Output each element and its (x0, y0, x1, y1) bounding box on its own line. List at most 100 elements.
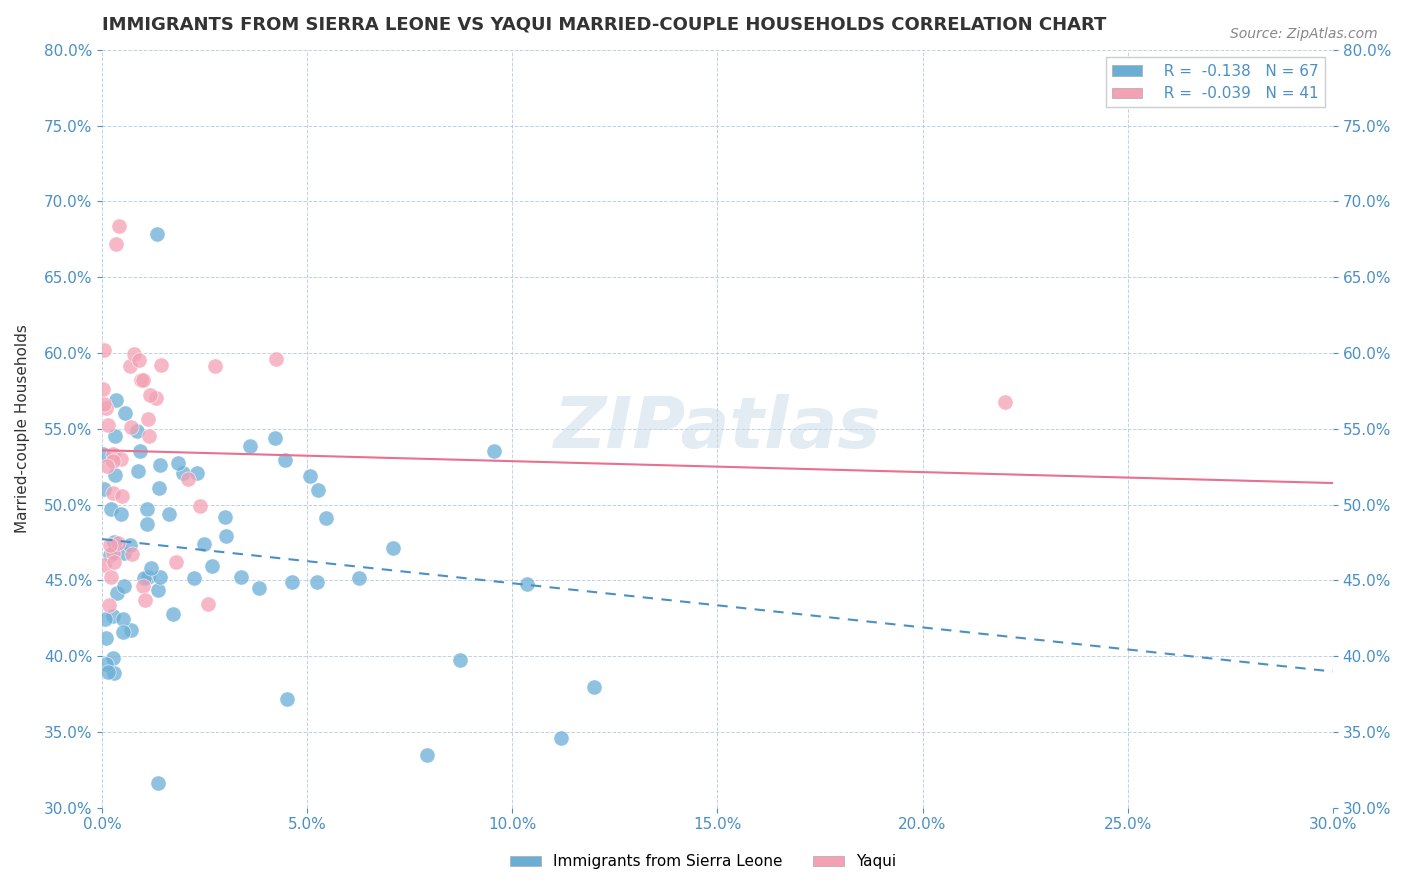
Point (121, 547, 143, 561)
Point (114, 406, 136, 420)
Text: ZIPatlas: ZIPatlas (554, 394, 882, 463)
Point (281, 575, 304, 590)
Point (994, 395, 1017, 409)
Point (93, 397, 115, 411)
Point (167, 456, 190, 470)
Point (108, 219, 131, 233)
Point (114, 579, 136, 593)
Point (516, 576, 538, 591)
Point (120, 538, 142, 552)
Point (118, 359, 141, 374)
Point (98, 537, 121, 551)
Point (204, 359, 226, 374)
Point (135, 502, 157, 516)
Point (139, 388, 162, 402)
Point (276, 692, 298, 706)
Point (101, 454, 124, 468)
Point (305, 574, 328, 589)
Point (264, 352, 287, 367)
Point (129, 373, 152, 387)
Point (239, 439, 262, 453)
Point (149, 570, 172, 584)
Point (93, 558, 115, 572)
Point (550, 731, 572, 745)
Point (103, 666, 125, 681)
Point (103, 447, 125, 461)
Point (97, 665, 120, 679)
Point (104, 468, 127, 483)
Point (146, 227, 169, 242)
Point (134, 592, 156, 607)
Point (96, 458, 118, 473)
Point (149, 358, 172, 372)
Point (136, 570, 159, 584)
Point (188, 499, 211, 513)
Point (139, 561, 162, 575)
Point (120, 623, 142, 637)
Point (193, 537, 215, 551)
Point (128, 352, 150, 367)
Point (120, 420, 142, 434)
Point (186, 466, 208, 480)
Point (138, 429, 160, 443)
Point (98, 548, 121, 562)
Point (315, 511, 337, 525)
Point (229, 570, 252, 584)
Point (97, 418, 120, 433)
Point (132, 579, 155, 593)
Point (111, 489, 134, 503)
Point (263, 431, 285, 445)
Text: Source: ZipAtlas.com: Source: ZipAtlas.com (1230, 27, 1378, 41)
Point (274, 453, 297, 467)
Point (165, 555, 187, 569)
Point (93, 343, 115, 358)
Point (201, 558, 224, 573)
Point (127, 464, 149, 478)
Point (104, 236, 127, 251)
Point (122, 347, 145, 361)
Point (349, 572, 371, 586)
Point (307, 483, 329, 497)
Point (298, 468, 321, 483)
Point (112, 612, 135, 626)
Point (134, 571, 156, 585)
Point (93, 483, 115, 497)
Point (583, 680, 606, 694)
Point (110, 451, 132, 466)
Point (101, 651, 124, 665)
Legend:   R =  -0.138   N = 67,   R =  -0.039   N = 41: R = -0.138 N = 67, R = -0.039 N = 41 (1105, 57, 1324, 107)
Legend: Immigrants from Sierra Leone, Yaqui: Immigrants from Sierra Leone, Yaqui (503, 848, 903, 875)
Point (105, 586, 128, 600)
Point (247, 581, 270, 595)
Point (148, 582, 170, 597)
Point (91, 382, 114, 396)
Point (100, 570, 122, 584)
Point (172, 467, 194, 481)
Point (103, 555, 125, 569)
Point (94, 612, 117, 626)
Point (177, 472, 200, 486)
Point (94, 631, 117, 645)
Point (132, 373, 155, 387)
Point (101, 609, 124, 624)
Point (214, 510, 236, 524)
Point (112, 624, 135, 639)
Point (94, 401, 117, 415)
Point (93, 447, 115, 461)
Point (183, 572, 205, 586)
Point (97, 599, 120, 613)
Point (114, 547, 136, 561)
Point (96, 657, 118, 672)
Point (136, 412, 159, 426)
Point (110, 507, 132, 521)
Point (449, 653, 471, 667)
Point (157, 507, 180, 521)
Point (215, 529, 238, 543)
Text: IMMIGRANTS FROM SIERRA LEONE VS YAQUI MARRIED-COUPLE HOUSEHOLDS CORRELATION CHAR: IMMIGRANTS FROM SIERRA LEONE VS YAQUI MA… (103, 15, 1107, 33)
Point (415, 747, 437, 762)
Point (103, 534, 125, 549)
Point (128, 443, 150, 458)
Y-axis label: Married-couple Households: Married-couple Households (15, 325, 30, 533)
Point (146, 775, 169, 789)
Point (103, 486, 125, 500)
